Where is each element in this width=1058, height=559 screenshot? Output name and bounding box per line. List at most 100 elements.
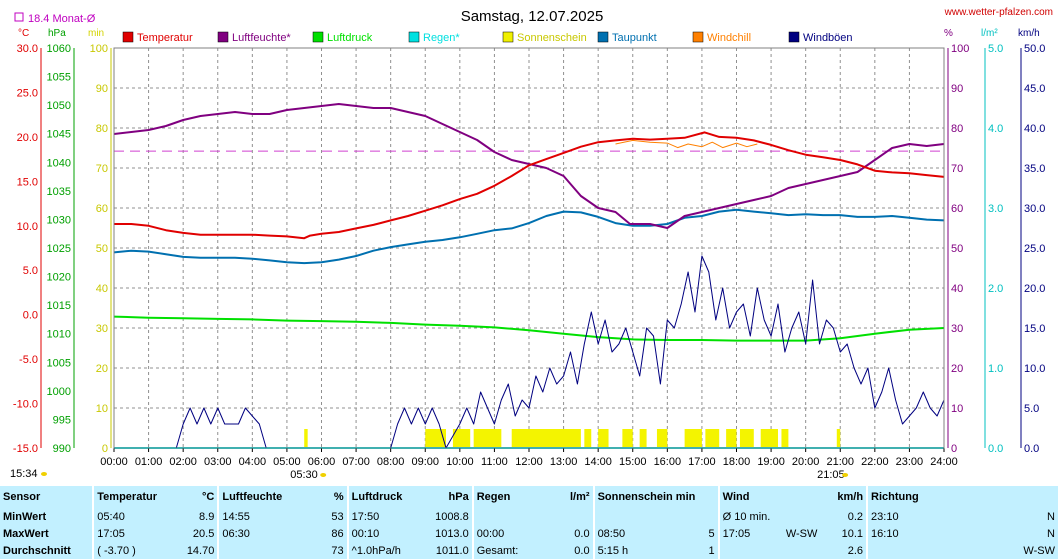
time-tick-label: 18:00 [723, 456, 751, 468]
legend-label: Regen* [423, 32, 460, 44]
sunshine-bar [656, 429, 668, 448]
chart-legend: Temperatur Luftfeuchte* Luftdruck Regen* Son… [122, 31, 853, 44]
humidity-tick-label: 80 [951, 123, 963, 135]
sunshine-bar [760, 429, 778, 448]
sunshine-tick-label: 60 [96, 203, 108, 215]
sunshine-bar [304, 429, 308, 448]
legend-swatch [597, 31, 609, 43]
legend-swatch [788, 31, 800, 43]
wind-unit: km/h [1018, 28, 1040, 39]
monthly-avg-label: 18.4 Monat-Ø [28, 13, 96, 25]
wind-tick-label: 30.0 [1024, 203, 1045, 215]
wind-min-value: 0.2 [847, 511, 864, 524]
pressure-tick-label: 1005 [47, 357, 71, 369]
hum-max-value: 86 [331, 527, 344, 540]
time-tick-label: 05:00 [273, 456, 301, 468]
rain-total-value: 0.0 [574, 544, 590, 557]
time-tick-label: 06:00 [308, 456, 336, 468]
temp-min-time: 05:40 [92, 508, 176, 526]
time-tick-label: 22:00 [861, 456, 889, 468]
press-avg-value: 1011.0 [435, 544, 469, 557]
rain-unit: l/m² [981, 28, 998, 39]
pressure-tick-label: 990 [53, 443, 71, 455]
time-tick-label: 08:00 [377, 456, 405, 468]
source-link[interactable]: www.wetter-pfalzen.com [944, 7, 1053, 18]
humidity-tick-label: 90 [951, 83, 963, 95]
temp-tick-label: 25.0 [17, 87, 38, 99]
sunshine-bar [511, 429, 581, 448]
time-tick-label: 14:00 [584, 456, 612, 468]
sun-min-time [592, 508, 668, 526]
pressure-tick-label: 1040 [47, 157, 71, 169]
sunshine-tick-label: 50 [96, 243, 108, 255]
sunshine-tick-label: 10 [96, 403, 108, 415]
press-trend: ^1.0hPa/h [346, 542, 422, 559]
series-line-windböen [114, 255, 945, 449]
temp-tick-label: 20.0 [17, 132, 38, 144]
sun-max-time: 08:50 [592, 525, 668, 543]
time-tick-label: 07:00 [342, 456, 370, 468]
plot-frame [113, 47, 945, 449]
sun-min-value [668, 509, 719, 526]
sunshine-bar [452, 429, 471, 448]
dir-avg-value: W-SW [1023, 544, 1055, 557]
wind-tick-label: 40.0 [1024, 123, 1045, 135]
current-time-label: 15:34 [10, 468, 38, 480]
series-line-luftfeuchte [113, 103, 945, 229]
stats-header-luftdruck: Luftdruck [346, 486, 422, 509]
wind-avg-label: Ø 10 min. [717, 508, 821, 526]
stats-header-richtung: Richtung [866, 486, 1058, 509]
press-min-value: 1008.8 [435, 511, 469, 524]
hum-min-time: 14:55 [217, 508, 306, 526]
time-tick-label: 16:00 [654, 456, 682, 468]
wind-avg-note [717, 542, 821, 559]
pressure-tick-label: 1030 [47, 214, 71, 226]
press-min-time: 17:50 [346, 508, 422, 526]
sunshine-tick-label: 40 [96, 283, 108, 295]
rain-max-time: 00:00 [471, 525, 543, 543]
legend-label: Temperatur [137, 32, 193, 44]
dir-max-value: N [1047, 527, 1055, 540]
chart-title: Samstag, 12.07.2025 [461, 8, 604, 25]
pressure-tick-label: 1050 [47, 100, 71, 112]
humidity-tick-label: 30 [951, 323, 963, 335]
monthly-avg-swatch [14, 12, 24, 22]
stats-header-sonnenschein: Sonnenschein min [592, 486, 719, 509]
sunshine-tick-label: 30 [96, 323, 108, 335]
stats-header-sensor: Sensor [3, 491, 41, 504]
stats-header-row: Sensor Temperatur °C Luftfeuchte % Luftd… [0, 486, 1058, 509]
sunshine-tick-label: 100 [90, 43, 108, 55]
sunrise-icon [320, 473, 327, 477]
rain-tick-label: 3.0 [988, 203, 1003, 215]
sunshine-bar [598, 429, 609, 448]
time-tick-label: 12:00 [515, 456, 543, 468]
sunshine-bar [726, 429, 737, 448]
temp-max-time: 17:05 [92, 525, 176, 543]
sunshine-tick-label: 90 [96, 83, 108, 95]
pressure-tick-label: 1020 [47, 272, 71, 284]
wind-avg-value: 2.6 [847, 544, 864, 557]
humidity-tick-label: 20 [951, 363, 963, 375]
sunshine-bar [705, 429, 720, 448]
temp-avg-note: ( -3.70 ) [92, 542, 176, 559]
legend-label: Luftdruck [327, 32, 373, 44]
pressure-tick-label: 1035 [47, 186, 71, 198]
temp-tick-label: 0.0 [23, 310, 38, 322]
time-tick-label: 21:00 [826, 456, 854, 468]
pressure-tick-label: 1025 [47, 243, 71, 255]
hum-avg-value: 73 [331, 544, 344, 557]
pressure-tick-label: 1000 [47, 386, 71, 398]
stats-header-wind: Wind [717, 486, 821, 509]
humidity-tick-label: 70 [951, 163, 963, 175]
rain-tick-label: 0.0 [988, 443, 1003, 455]
sunshine-bar [781, 429, 789, 448]
wind-tick-label: 0.0 [1024, 443, 1039, 455]
dir-max-time: 16:10 [866, 525, 942, 543]
sunshine-bar [639, 429, 647, 448]
weather-chart: Samstag, 12.07.2025 www.wetter-pfalzen.c… [10, 7, 1053, 481]
press-max-value: 1013.0 [435, 527, 469, 540]
stats-header-regen: Regen [471, 486, 543, 509]
time-tick-label: 03:00 [204, 456, 232, 468]
sunshine-unit: min [88, 28, 104, 39]
humidity-tick-label: 40 [951, 283, 963, 295]
